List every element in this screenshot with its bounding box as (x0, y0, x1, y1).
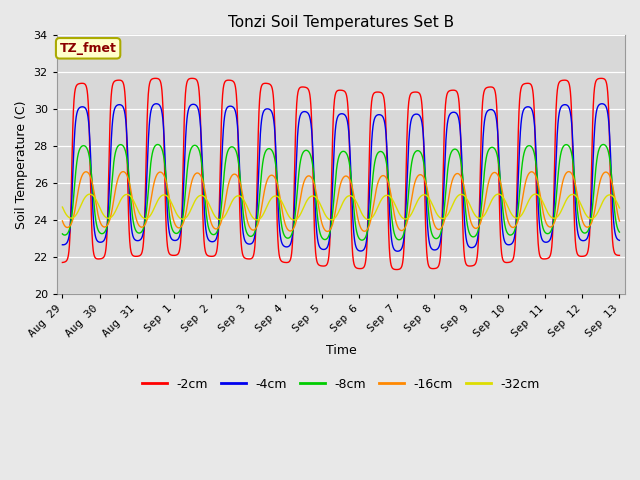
Y-axis label: Soil Temperature (C): Soil Temperature (C) (15, 100, 28, 229)
Text: TZ_fmet: TZ_fmet (60, 42, 116, 55)
Title: Tonzi Soil Temperatures Set B: Tonzi Soil Temperatures Set B (228, 15, 454, 30)
Legend: -2cm, -4cm, -8cm, -16cm, -32cm: -2cm, -4cm, -8cm, -16cm, -32cm (137, 372, 545, 396)
X-axis label: Time: Time (326, 344, 356, 357)
